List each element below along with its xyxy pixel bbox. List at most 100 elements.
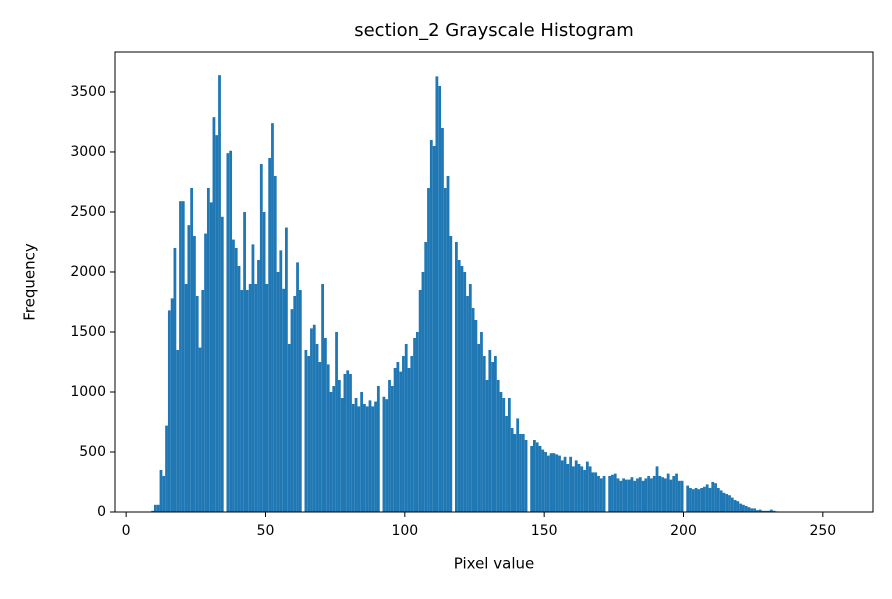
bar xyxy=(608,475,612,512)
bar xyxy=(630,477,634,512)
bar xyxy=(546,455,550,512)
bar xyxy=(388,379,391,512)
bar xyxy=(591,472,595,512)
bar xyxy=(655,466,659,512)
bar xyxy=(382,396,386,512)
bar xyxy=(753,508,756,512)
bar xyxy=(413,337,416,512)
bar xyxy=(633,480,637,512)
bar xyxy=(496,379,500,512)
bar xyxy=(502,397,506,512)
bar xyxy=(399,371,403,512)
bar xyxy=(680,480,684,512)
bar xyxy=(220,216,224,512)
bar xyxy=(154,504,157,512)
bar xyxy=(663,478,667,512)
bar xyxy=(385,399,389,512)
bar xyxy=(390,385,394,512)
bar xyxy=(234,247,238,512)
bar xyxy=(769,509,773,512)
bar xyxy=(198,347,202,512)
bar xyxy=(363,403,366,512)
bar xyxy=(195,295,199,512)
bar xyxy=(599,478,603,512)
bar xyxy=(572,466,575,512)
bar xyxy=(703,486,706,512)
bar xyxy=(245,289,249,512)
bar xyxy=(516,418,520,512)
bar xyxy=(354,397,358,512)
x-tick-label: 250 xyxy=(809,523,836,539)
x-tick-label: 200 xyxy=(670,523,697,539)
bar xyxy=(357,406,361,512)
bar xyxy=(716,487,720,512)
bar xyxy=(714,483,717,512)
bar xyxy=(722,492,726,512)
bar xyxy=(415,331,419,512)
bar xyxy=(162,475,166,512)
bar xyxy=(541,449,545,512)
bar xyxy=(728,495,731,512)
bar xyxy=(730,497,734,512)
bar xyxy=(460,265,464,512)
bar xyxy=(471,307,475,512)
bar xyxy=(421,271,425,512)
bar xyxy=(187,225,191,513)
bar xyxy=(443,187,447,513)
bar xyxy=(711,481,715,512)
bar xyxy=(276,271,280,512)
bar xyxy=(257,259,260,512)
bar xyxy=(435,76,439,512)
bar xyxy=(432,145,436,512)
bar xyxy=(215,135,219,512)
bar xyxy=(652,475,656,512)
bar xyxy=(243,211,246,512)
bar xyxy=(577,463,581,512)
bar xyxy=(619,480,623,512)
bar xyxy=(296,262,299,512)
bar xyxy=(201,289,205,512)
bar xyxy=(176,349,180,512)
x-tick-label: 50 xyxy=(257,523,275,539)
bar xyxy=(335,331,338,512)
bar xyxy=(315,343,319,512)
bar xyxy=(585,461,589,512)
bar xyxy=(402,355,405,512)
bar xyxy=(558,455,561,512)
bar xyxy=(549,453,553,512)
bar xyxy=(393,367,397,512)
bar xyxy=(574,460,578,512)
bar xyxy=(686,485,690,512)
bar xyxy=(597,475,600,512)
x-tick-label: 150 xyxy=(531,523,558,539)
bar xyxy=(552,453,556,512)
bar xyxy=(351,403,355,512)
x-tick-label: 100 xyxy=(391,523,418,539)
bar xyxy=(535,442,539,512)
bar xyxy=(360,391,364,512)
bar xyxy=(513,433,517,512)
bar xyxy=(284,227,288,513)
bar xyxy=(672,475,676,512)
bar xyxy=(418,289,422,512)
bar xyxy=(204,233,207,512)
bar xyxy=(376,385,380,512)
bar xyxy=(494,355,497,512)
bar xyxy=(560,460,564,512)
bar xyxy=(290,309,294,512)
bar xyxy=(594,472,598,512)
bar xyxy=(262,211,266,512)
bar xyxy=(237,265,241,512)
bar xyxy=(438,85,442,512)
bar xyxy=(156,504,160,512)
bar xyxy=(468,283,472,512)
bar xyxy=(184,283,188,512)
bar xyxy=(181,201,185,512)
bar xyxy=(658,475,662,512)
bar xyxy=(429,139,433,512)
bar xyxy=(705,484,709,512)
bar xyxy=(466,295,469,512)
bar xyxy=(268,157,272,512)
bar xyxy=(273,175,277,513)
bar xyxy=(761,510,765,512)
